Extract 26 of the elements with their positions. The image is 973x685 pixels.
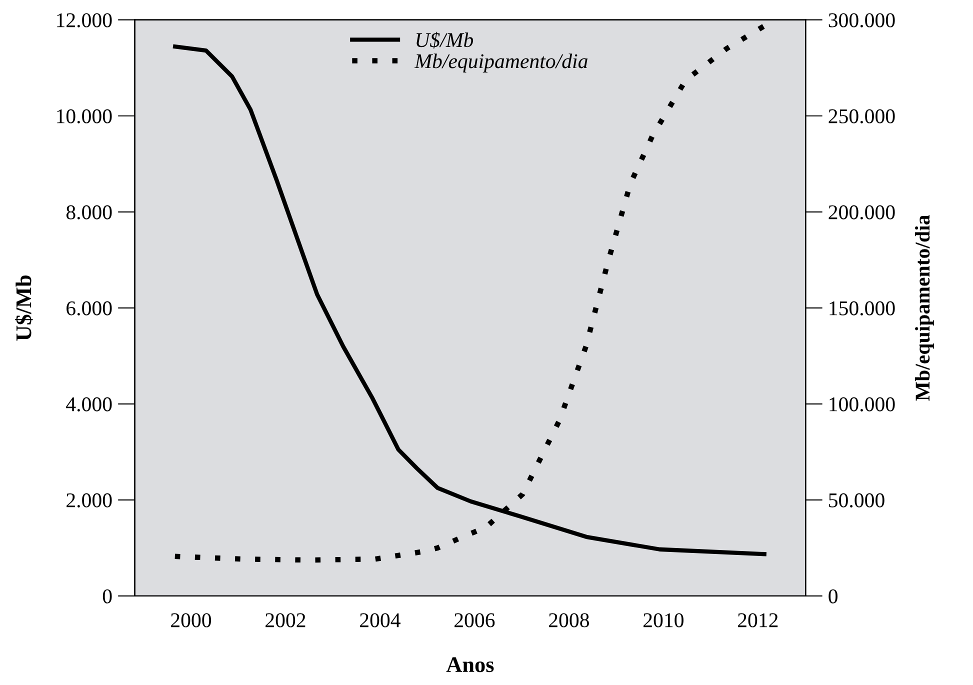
- x-tick-label: 2010: [644, 613, 684, 628]
- y2-tick-label: 300.000: [828, 13, 895, 28]
- x-tick-label: 2004: [360, 613, 400, 628]
- x-tick-label: 2002: [266, 613, 306, 628]
- y-tick-label: 4.000: [66, 397, 112, 412]
- y-tick-label: 10.000: [57, 109, 112, 124]
- x-tick-label: 2006: [454, 613, 495, 628]
- y-tick-label: 8.000: [66, 205, 112, 220]
- y2-tick-label: 0: [828, 589, 838, 604]
- y-tick-label: 0: [102, 589, 112, 604]
- x-axis-title: Anos: [446, 657, 494, 672]
- y-tick-label: 6.000: [66, 301, 112, 316]
- x-tick-label: 2000: [171, 613, 212, 628]
- y2-tick-label: 150.000: [830, 301, 895, 316]
- y2-tick-label: 100.000: [830, 397, 895, 412]
- legend-label: U$/Mb: [416, 32, 474, 49]
- y2-tick-label: 50.000: [829, 493, 884, 508]
- y-tick-label: 12.000: [57, 13, 112, 28]
- y2-tick-label: 250.000: [828, 109, 895, 124]
- x-tick-label: 2012: [738, 613, 778, 628]
- y2-axis-title: Mb/equipamento/dia: [915, 215, 934, 401]
- y2-tick-label: 200.000: [828, 205, 895, 220]
- legend-label: Mb/equipamento/dia: [414, 54, 588, 72]
- x-tick-label: 2008: [549, 613, 589, 628]
- y-tick-label: 2.000: [66, 493, 112, 508]
- y-axis-title: U$/Mb: [14, 275, 33, 341]
